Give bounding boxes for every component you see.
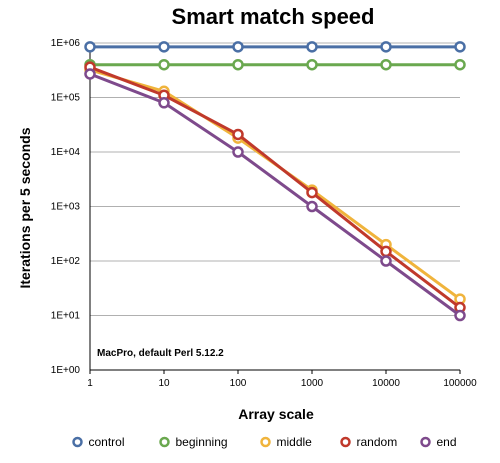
chart-annotation: MacPro, default Perl 5.12.2: [97, 348, 224, 359]
data-point-beginning: [306, 58, 318, 71]
legend-item-end: end: [420, 435, 457, 449]
data-point-random: [380, 245, 392, 258]
legend-marker: [420, 436, 431, 448]
data-point-end: [380, 255, 392, 267]
x-tick-label: 1000: [301, 378, 324, 389]
y-tick-label: 1E+02: [51, 256, 81, 267]
y-axis-title: Iterations per 5 seconds: [17, 127, 33, 288]
chart-title: Smart match speed: [172, 4, 375, 29]
legend-marker: [159, 436, 170, 448]
grid-lines: [90, 42, 460, 371]
legend-item-random: random: [340, 435, 398, 449]
data-point-beginning: [454, 58, 466, 71]
data-point-control: [306, 41, 318, 53]
data-series: [84, 41, 466, 322]
data-point-end: [84, 68, 96, 80]
series-end: [84, 68, 466, 322]
legend: control beginning middle random end: [72, 435, 457, 449]
legend-item-middle: middle: [260, 435, 313, 449]
data-point-control: [84, 41, 96, 53]
x-tick-label: 10: [158, 378, 170, 389]
series-line-random: [88, 65, 462, 310]
data-point-random: [306, 186, 318, 199]
x-tick-label: 100000: [443, 378, 477, 389]
legend-marker: [340, 436, 351, 448]
legend-label: control: [89, 435, 125, 449]
legend-label: beginning: [176, 435, 228, 449]
x-tick-label: 1: [87, 378, 93, 389]
data-point-control: [380, 41, 392, 53]
data-point-random: [232, 128, 244, 141]
data-point-beginning: [232, 58, 244, 71]
y-tick-label: 1E+00: [51, 365, 81, 376]
y-tick-label: 1E+01: [51, 311, 81, 322]
data-point-beginning: [380, 58, 392, 71]
data-point-end: [306, 200, 318, 213]
x-tick-labels: 1 10 100 1000 10000 100000: [87, 378, 477, 389]
series-line-end: [88, 72, 462, 317]
legend-marker: [260, 436, 271, 448]
x-axis-title: Array scale: [238, 406, 314, 422]
data-point-control: [454, 41, 466, 53]
data-point-end: [158, 97, 170, 109]
series-beginning: [84, 58, 466, 71]
y-tick-label: 1E+06: [51, 38, 81, 49]
data-point-beginning: [158, 58, 170, 71]
legend-marker: [72, 436, 83, 448]
x-tick-label: 10000: [372, 378, 400, 389]
y-tick-labels: 1E+00 1E+01 1E+02 1E+03 1E+04 1E+05 1E+06: [51, 38, 81, 376]
legend-label: random: [357, 435, 398, 449]
data-point-end: [232, 146, 244, 158]
y-tick-label: 1E+04: [51, 147, 81, 158]
legend-label: end: [437, 435, 457, 449]
legend-item-control: control: [72, 435, 125, 449]
legend-item-beginning: beginning: [159, 435, 228, 449]
legend-label: middle: [277, 435, 313, 449]
y-tick-label: 1E+05: [51, 93, 81, 104]
x-tick-label: 100: [230, 378, 247, 389]
y-tick-label: 1E+03: [51, 202, 81, 213]
data-point-control: [232, 41, 244, 53]
data-point-control: [158, 41, 170, 53]
series-control: [84, 41, 466, 53]
axes: [89, 43, 461, 374]
data-point-end: [454, 309, 466, 322]
series-random: [84, 61, 466, 314]
